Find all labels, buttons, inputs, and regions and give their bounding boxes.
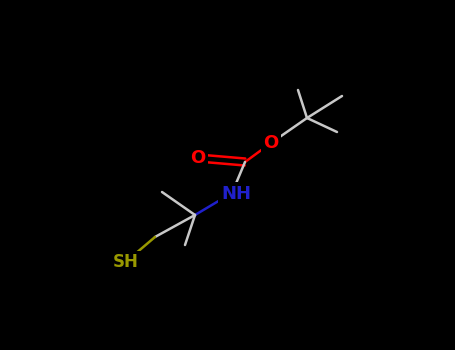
Text: O: O: [263, 134, 278, 152]
Text: SH: SH: [113, 253, 139, 271]
Text: NH: NH: [221, 185, 251, 203]
Text: O: O: [190, 149, 206, 167]
